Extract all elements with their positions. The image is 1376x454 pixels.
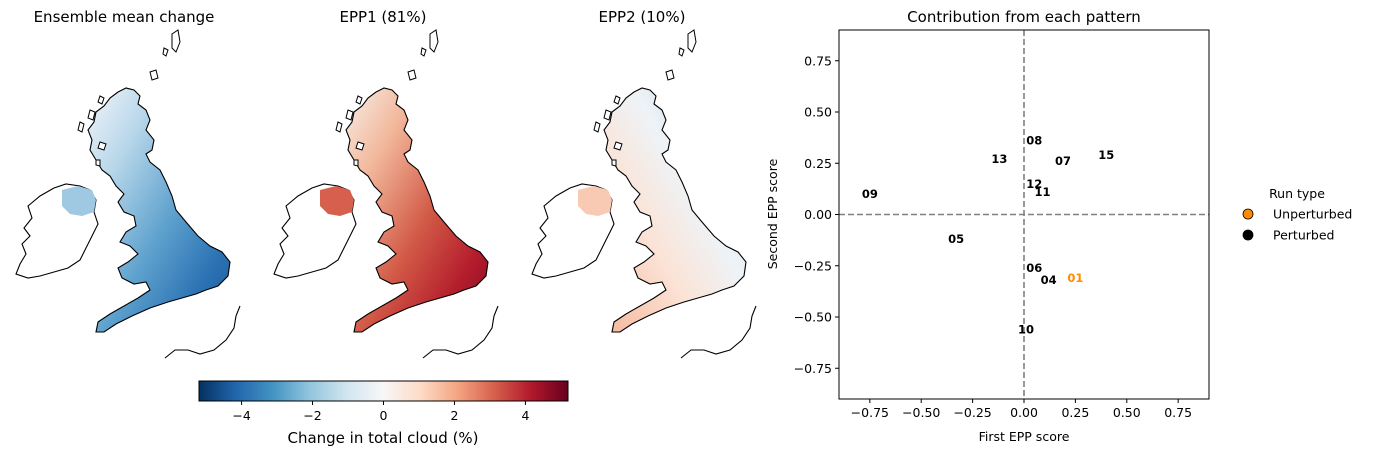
x-tick-label: −0.25 [953, 405, 991, 420]
point-label-01: 01 [1067, 271, 1083, 285]
legend-marker [1242, 208, 1254, 220]
y-tick-label: 0.50 [804, 105, 832, 120]
map-panels: Ensemble mean change EPP1 (81%) EPP2 (10%) [15, 8, 757, 359]
map-panel-3: EPP2 (10%) [531, 8, 757, 359]
y-tick-label: −0.75 [794, 361, 832, 376]
colorbar-tick-label: 2 [450, 408, 458, 423]
map-title: EPP2 (10%) [599, 8, 686, 26]
y-tick-label: −0.50 [794, 310, 832, 325]
point-label-12: 12 [1026, 177, 1042, 191]
colorbar-ticks: −4 −2 0 2 4 [232, 401, 529, 423]
legend-marker [1242, 229, 1254, 241]
point-label-10: 10 [1018, 322, 1034, 336]
y-tick-label: −0.25 [794, 258, 832, 273]
point-label-11: 11 [1034, 185, 1050, 199]
scatter-panel: Contribution from each pattern −0.75 −0.5… [765, 8, 1210, 444]
legend-entry-label: Unperturbed [1273, 207, 1352, 222]
x-tick-label: −0.50 [902, 405, 940, 420]
colorbar-tick-label: 4 [521, 408, 529, 423]
colorbar-tick-label: −4 [232, 408, 250, 423]
legend-entries: Unperturbed Perturbed [1242, 207, 1352, 243]
map-title: Ensemble mean change [34, 8, 215, 26]
x-axis-label: First EPP score [979, 429, 1070, 444]
colorbar-tick-label: −2 [303, 408, 321, 423]
point-label-08: 08 [1026, 134, 1042, 148]
x-tick-label: 0.25 [1061, 405, 1089, 420]
y-tick-label: 0.75 [804, 53, 832, 68]
colorbar: −4 −2 0 2 4 Change in total cloud (%) [198, 380, 569, 447]
point-label-13: 13 [991, 152, 1007, 166]
x-tick-label: 0.50 [1113, 405, 1141, 420]
scatter-title: Contribution from each pattern [907, 8, 1141, 26]
y-tick-label: 0.00 [804, 207, 832, 222]
uk-map [531, 29, 757, 359]
y-tick-label: 0.25 [804, 156, 832, 171]
x-axis-ticks: −0.75 −0.50 −0.25 0.00 0.25 0.50 0.75 [851, 399, 1192, 420]
plot-frame [838, 29, 1210, 400]
map-panel-1: Ensemble mean change [15, 8, 241, 359]
point-label-04: 04 [1041, 273, 1057, 287]
y-axis-ticks: −0.75 −0.50 −0.25 0.00 0.25 0.50 0.75 [794, 53, 839, 376]
legend-title: Run type [1269, 186, 1325, 201]
point-label-15: 15 [1098, 148, 1114, 162]
colorbar-label: Change in total cloud (%) [287, 429, 478, 447]
x-tick-label: 0.75 [1164, 405, 1192, 420]
legend-entry-label: Perturbed [1273, 228, 1334, 243]
x-tick-label: 0.00 [1010, 405, 1038, 420]
point-label-07: 07 [1055, 154, 1071, 168]
reference-lines [839, 30, 1209, 399]
point-label-05: 05 [948, 232, 964, 246]
point-label-09: 09 [862, 187, 878, 201]
colorbar-tick-label: 0 [380, 408, 388, 423]
x-tick-label: −0.75 [851, 405, 889, 420]
y-axis-label: Second EPP score [765, 158, 780, 269]
uk-map [15, 29, 241, 359]
map-title: EPP1 (81%) [340, 8, 427, 26]
uk-map [273, 29, 499, 359]
colorbar-gradient [198, 380, 569, 402]
point-label-06: 06 [1026, 261, 1042, 275]
map-panel-2: EPP1 (81%) [273, 8, 499, 359]
legend: Run type Unperturbed Perturbed [1242, 186, 1352, 243]
